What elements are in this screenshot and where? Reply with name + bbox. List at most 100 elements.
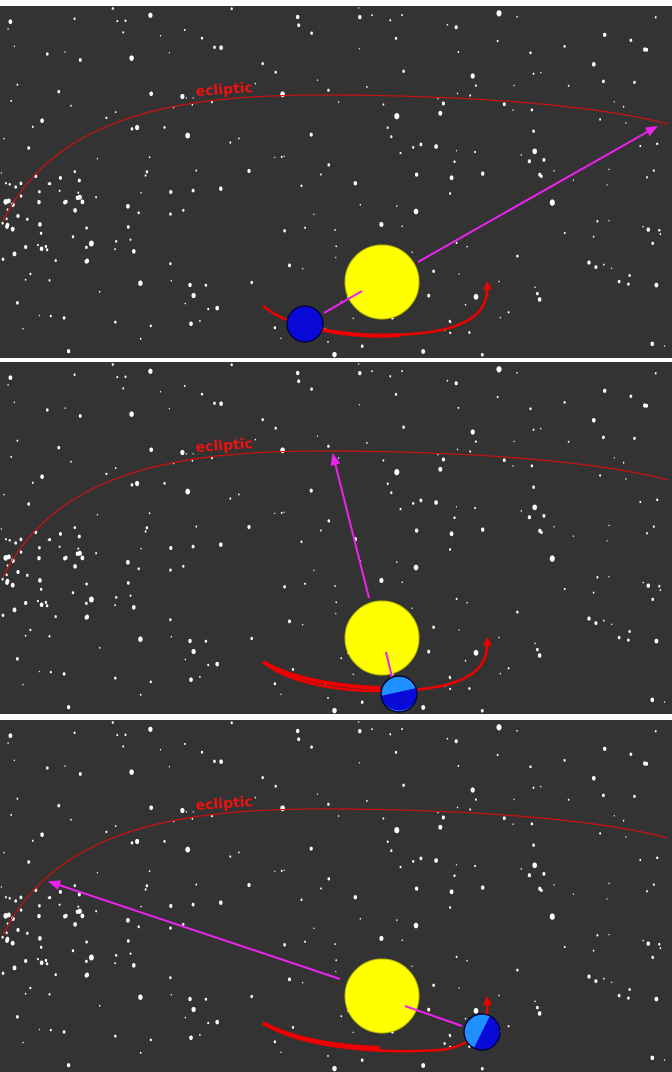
star [587,260,591,265]
ecliptic-label: ecliptic [195,794,253,814]
star [502,458,506,463]
star [3,555,9,561]
star [401,14,403,17]
star [29,272,32,276]
star [603,263,605,266]
star [38,904,41,908]
star [148,368,153,374]
star [438,824,443,830]
panel-3: ecliptic [0,720,672,1072]
star [366,441,368,444]
star [1,935,4,939]
star [337,457,340,459]
star [191,1006,196,1013]
star [414,886,419,891]
star [145,170,149,174]
star [594,621,598,626]
star [360,700,364,704]
star [129,55,134,61]
star [219,759,223,764]
star [622,819,625,822]
star [58,889,62,894]
star [327,519,331,523]
star [49,670,52,674]
star [96,871,99,874]
star [625,478,627,480]
star [27,146,31,150]
star [114,111,117,114]
star [19,537,23,542]
star [320,173,322,176]
star [411,607,413,609]
star [434,500,438,505]
star [185,97,187,99]
star [443,1042,446,1045]
star [1,613,5,617]
star [132,605,136,610]
star [19,550,23,554]
star [283,943,286,947]
star [6,922,9,925]
star [38,314,40,317]
star [327,163,331,167]
star [658,584,661,588]
star [473,649,479,656]
star [88,954,94,961]
star [382,103,385,106]
star [283,869,285,872]
star [62,316,66,320]
star [421,705,426,710]
star [7,28,9,30]
star [516,968,519,972]
star [650,1055,655,1061]
star [532,504,537,511]
star [199,319,201,322]
star [73,564,77,569]
star [466,601,468,604]
star [159,34,162,37]
star [291,1025,295,1029]
star [498,994,500,997]
star [300,184,303,188]
star [26,217,29,221]
star [10,813,13,816]
star [537,297,542,302]
star [421,1063,426,1068]
star [19,895,23,900]
star [24,278,27,281]
star [6,912,11,918]
star [250,636,253,641]
star [238,493,240,496]
star [652,525,655,528]
star [596,576,599,579]
star [572,893,575,895]
star [549,913,555,920]
sightline-arrow [330,453,370,599]
star [250,280,253,285]
star [334,229,336,232]
star [629,394,633,399]
star [138,280,143,286]
star [434,858,438,863]
star [10,99,13,102]
star [413,208,419,215]
star [39,960,44,966]
star [382,459,385,462]
star [352,317,354,320]
star [191,459,194,462]
star [394,112,400,120]
star [646,941,651,946]
star [24,634,27,637]
star [656,498,659,502]
star [57,803,61,808]
star [115,596,118,599]
star [10,582,15,588]
star [96,157,99,160]
star [540,427,542,430]
star [603,388,607,393]
starfield [0,7,666,358]
star [16,83,19,86]
starfield [0,363,666,714]
star [572,179,575,181]
star [402,69,405,73]
